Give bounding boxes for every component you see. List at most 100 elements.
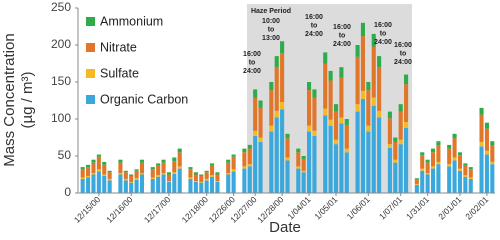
bar-segment [134,179,139,193]
bar-segment [193,172,198,175]
bar-segment [339,77,344,118]
bar-segment [96,171,101,193]
bar-segment [404,84,409,122]
bar-segment [377,117,382,193]
bar-segment [172,173,177,193]
annotation: 16:00 [305,14,323,21]
bar-segment [253,130,258,137]
bar-segment [134,169,139,171]
bar-segment [414,184,419,193]
bar-segment [328,119,333,126]
bar-segment [307,131,312,193]
bar-segment [280,101,285,110]
bar-segment [80,167,85,170]
bar-segment [457,170,463,193]
x-tick-label: 12/17/00 [142,194,173,225]
bar-segment [156,175,161,177]
bar-segment [463,175,468,177]
bar-segment [269,125,274,132]
bar-segment [344,148,349,153]
bar-segment [393,159,398,163]
annotation: to [380,31,387,38]
bar-segment [123,170,128,173]
x-tick-label: 1/05/01 [312,194,339,221]
haze-label: Haze Period [251,8,291,15]
bar-segment [215,174,220,182]
bar-segment [490,161,495,165]
bar-segment [253,136,258,193]
bar-segment [393,162,398,193]
bar-segment [123,172,128,179]
bar-segment [404,121,409,128]
bar-segment [172,157,177,162]
bar-segment [420,168,425,171]
annotation: 16:00 [243,51,261,58]
bar-segment [247,166,252,193]
bar-segment [285,133,290,139]
bar-segment [156,165,161,176]
bar-segment [204,170,209,173]
bar-segment [307,90,312,126]
bar-segment [280,41,285,54]
bar-segment [484,154,489,193]
bar-segment [463,165,468,176]
bar-segment [247,148,252,165]
bar-segment [253,89,258,98]
y-tick-label: 250 [51,0,71,14]
bar-segment [366,125,371,132]
bar-segment [360,36,366,91]
bar-segment [269,90,274,126]
bar-segment [371,46,376,98]
bar-segment [118,162,123,174]
bar-segment [139,174,145,193]
x-tick-label: 2/01/01 [436,194,463,221]
x-tick-label: 1/31/01 [404,194,431,221]
bar-segment [387,118,392,145]
annotation: 24:00 [243,68,261,75]
annotation: 24:00 [333,41,351,48]
bar-segment [404,127,409,193]
bar-segment [118,173,123,175]
bar-segment [377,110,382,118]
bar-segment [139,159,145,163]
bar-segment [91,173,96,175]
bar-segment [102,164,107,175]
bar-segment [193,181,198,193]
bar-segment [188,178,193,193]
bar-segment [166,181,171,182]
bar-segment [166,174,171,182]
bar-segment [430,166,436,169]
bar-segment [457,152,463,156]
bar-segment [91,159,96,163]
bar-segment [312,97,317,131]
bar-segment [231,171,236,193]
legend-label: Organic Carbon [100,92,188,106]
bar-segment [161,173,166,175]
legend-swatch [86,95,95,104]
annotation: 24:00 [305,31,323,38]
bar-segment [307,125,312,132]
bar-segment [129,182,134,193]
bar-segment [86,175,91,178]
bar-segment [204,172,209,179]
bar-segment [323,108,328,116]
bar-segment [209,176,215,193]
bar-segment [436,164,441,193]
bar-segment [425,162,430,174]
bar-segment [118,159,123,163]
bar-segment [91,162,96,174]
bar-segment [258,100,263,108]
annotation: 13:00 [262,35,280,42]
bar-segment [360,90,366,100]
bar-segment [215,172,220,175]
bar-segment [457,155,463,169]
bar-segment [371,97,376,106]
bar-segment [242,166,247,169]
annotation: to [400,51,407,58]
bar-segment [102,175,107,193]
bar-segment [86,177,91,193]
bar-segment [80,177,85,179]
bar-segment [436,141,441,146]
bar-segment [258,141,263,193]
bar-segment [420,152,425,156]
